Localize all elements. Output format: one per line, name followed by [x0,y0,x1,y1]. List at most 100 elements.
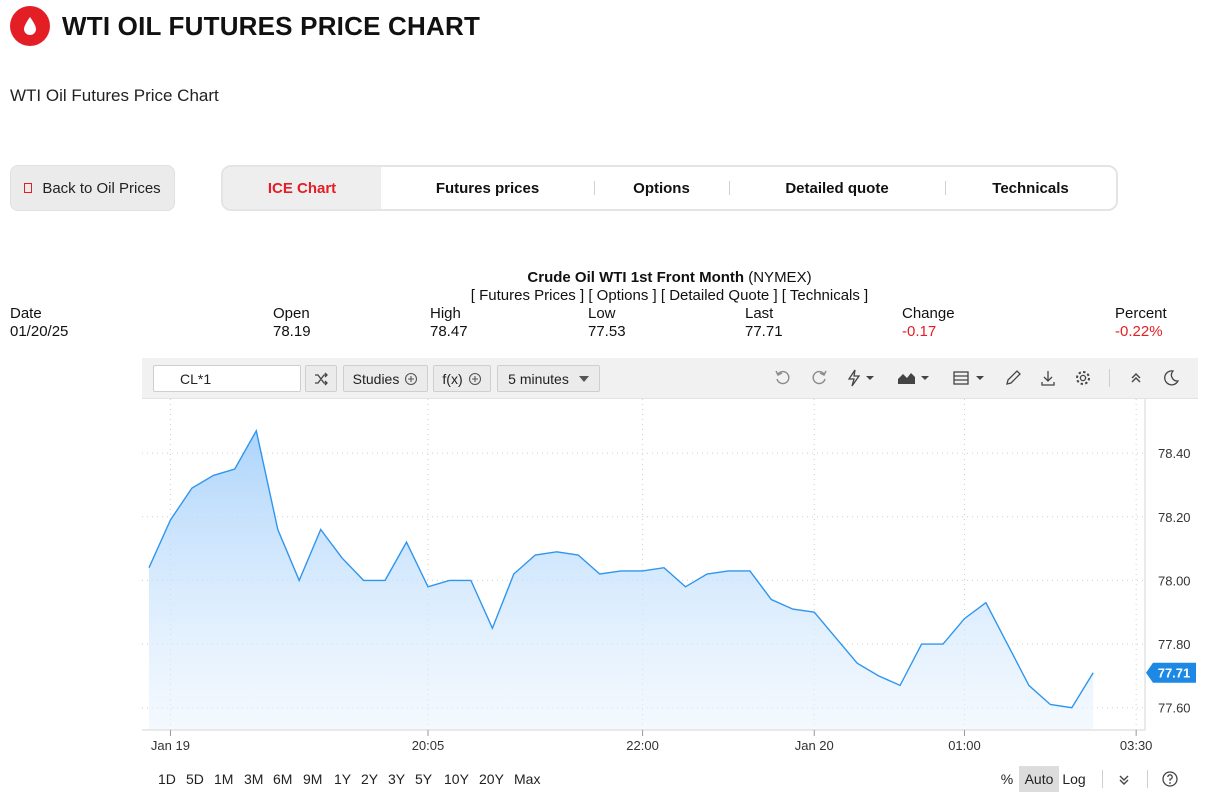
x-tick-label: 01:00 [948,738,981,753]
caret-down-icon [578,375,589,382]
tab-ice-chart[interactable]: ICE Chart [223,167,381,209]
link-detailed-quote[interactable]: [ Detailed Quote ] [660,287,778,304]
range-20y-button[interactable]: 20Y [479,771,504,787]
range-3y-button[interactable]: 3Y [388,771,406,787]
auto-scale-button[interactable]: Auto [1019,766,1059,792]
quote-open: Open 78.19 [273,305,311,341]
y-tick-label: 78.00 [1158,573,1191,588]
link-options[interactable]: [ Options ] [588,287,657,304]
range-selector-bar: 1D 5D 1M 3M 6M 9M 1Y 2Y 3Y 5Y 10Y 20Y Max % Auto Log [142,760,1198,799]
log-scale-label: Log [1062,771,1086,787]
compare-shuffle-button[interactable] [305,365,337,392]
back-to-oil-prices-button[interactable]: Back to Oil Prices [10,165,175,211]
price-chart: Studies f(x) 5 minutes [142,358,1198,760]
tab-label: Technicals [992,179,1069,197]
toolbar-separator [1109,369,1110,387]
quote-change-label: Change [902,305,955,322]
quote-low: Low 77.53 [588,305,626,341]
quote-last-value: 77.71 [745,323,783,340]
quote-high-label: High [430,305,461,322]
auto-scale-label: Auto [1024,771,1054,787]
chart-type-mountain-icon[interactable] [896,368,934,388]
back-arrow-icon [24,183,33,193]
dark-mode-moon-icon[interactable] [1161,368,1181,388]
price-area-fill [149,430,1094,730]
shuffle-icon [315,372,328,385]
quote-date-value: 01/20/25 [10,323,69,340]
range-10y-button[interactable]: 10Y [444,771,469,787]
page-subtitle: WTI Oil Futures Price Chart [10,86,219,105]
page-title: WTI OIL FUTURES PRICE CHART [62,10,481,41]
tab-label: Futures prices [435,179,540,197]
range-9m-button[interactable]: 9M [303,771,323,787]
y-tick-label: 77.60 [1158,701,1191,716]
tab-label: Options [633,179,690,197]
help-question-icon[interactable] [1160,769,1180,789]
oil-drop-logo-icon [10,6,50,46]
tab-label: ICE Chart [267,179,337,197]
quote-open-value: 78.19 [273,323,311,340]
studies-button[interactable]: Studies [343,365,428,392]
quote-date: Date 01/20/25 [10,305,68,341]
quote-change: Change -0.17 [902,305,955,341]
undo-icon[interactable] [773,368,793,388]
last-price-badge: 77.71 [1146,662,1196,683]
redo-icon[interactable] [809,368,829,388]
x-tick-label: 20:05 [412,738,445,753]
last-price-label: 77.71 [1158,666,1191,681]
tab-options[interactable]: Options [594,167,729,209]
plus-circle-icon [468,372,481,385]
back-button-label: Back to Oil Prices [42,179,161,197]
range-3m-button[interactable]: 3M [244,771,264,787]
quote-low-value: 77.53 [588,323,626,340]
range-2y-button[interactable]: 2Y [361,771,379,787]
interval-select[interactable]: 5 minutes [497,365,600,392]
log-scale-button[interactable]: Log [1059,766,1089,792]
link-futures-prices[interactable]: [ Futures Prices ] [470,287,585,304]
instrument-exchange: (NYMEX) [748,269,812,286]
tab-futures-prices[interactable]: Futures prices [381,167,594,209]
tab-separator [594,181,595,195]
fx-label: f(x) [442,370,463,387]
y-tick-label: 77.80 [1158,637,1191,652]
quote-percent: Percent -0.22% [1115,305,1167,341]
chart-toolbar: Studies f(x) 5 minutes [142,358,1198,399]
quote-low-label: Low [588,305,616,322]
y-tick-label: 78.20 [1158,510,1191,525]
quote-open-label: Open [273,305,310,322]
x-tick-label: Jan 20 [795,738,834,753]
x-tick-label: 22:00 [626,738,659,753]
symbol-search-input[interactable] [153,365,301,392]
range-1d-button[interactable]: 1D [158,771,176,787]
percent-scale-button[interactable]: % [995,766,1019,792]
fx-button[interactable]: f(x) [433,365,491,392]
range-1m-button[interactable]: 1M [214,771,234,787]
range-max-button[interactable]: Max [514,771,541,787]
range-5d-button[interactable]: 5D [186,771,204,787]
range-1y-button[interactable]: 1Y [334,771,352,787]
collapse-chevrons-up-icon[interactable] [1126,368,1146,388]
percent-scale-label: % [1000,771,1014,787]
tab-label: Detailed quote [785,179,889,197]
quote-last-label: Last [745,305,774,322]
studies-label: Studies [352,370,400,387]
link-technicals[interactable]: [ Technicals ] [781,287,869,304]
events-lightning-icon[interactable] [845,368,879,388]
settings-gear-icon[interactable] [1073,368,1093,388]
range-5y-button[interactable]: 5Y [415,771,433,787]
draw-pencil-icon[interactable] [1003,368,1023,388]
expand-chevrons-down-icon[interactable] [1114,770,1134,790]
download-icon[interactable] [1038,368,1058,388]
chart-plot-area[interactable]: 78.40 78.20 78.00 77.80 77.60 Jan 19 20:05 22:… [142,399,1198,760]
plus-circle-icon [405,372,418,385]
page-header: WTI OIL FUTURES PRICE CHART [10,6,480,46]
x-tick-label: 03:30 [1120,738,1153,753]
quote-change-value: -0.17 [902,323,937,340]
quote-last: Last 77.71 [745,305,783,341]
tab-detailed-quote[interactable]: Detailed quote [729,167,945,209]
range-6m-button[interactable]: 6M [273,771,293,787]
quote-high-value: 78.47 [430,323,468,340]
layout-display-icon[interactable] [951,368,989,388]
quote-percent-label: Percent [1115,305,1167,322]
tab-technicals[interactable]: Technicals [945,167,1116,209]
